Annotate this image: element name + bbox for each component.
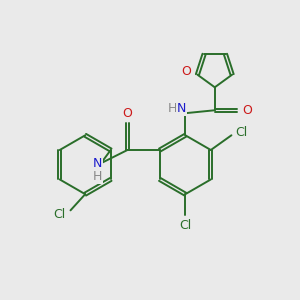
Text: O: O xyxy=(181,65,191,78)
Text: Cl: Cl xyxy=(53,208,65,221)
Text: N: N xyxy=(93,157,102,170)
Text: O: O xyxy=(122,107,132,120)
Text: N: N xyxy=(177,102,187,115)
Text: H: H xyxy=(93,170,102,183)
Text: O: O xyxy=(242,104,252,117)
Text: H: H xyxy=(167,102,177,115)
Text: Cl: Cl xyxy=(236,126,248,139)
Text: Cl: Cl xyxy=(179,219,191,232)
